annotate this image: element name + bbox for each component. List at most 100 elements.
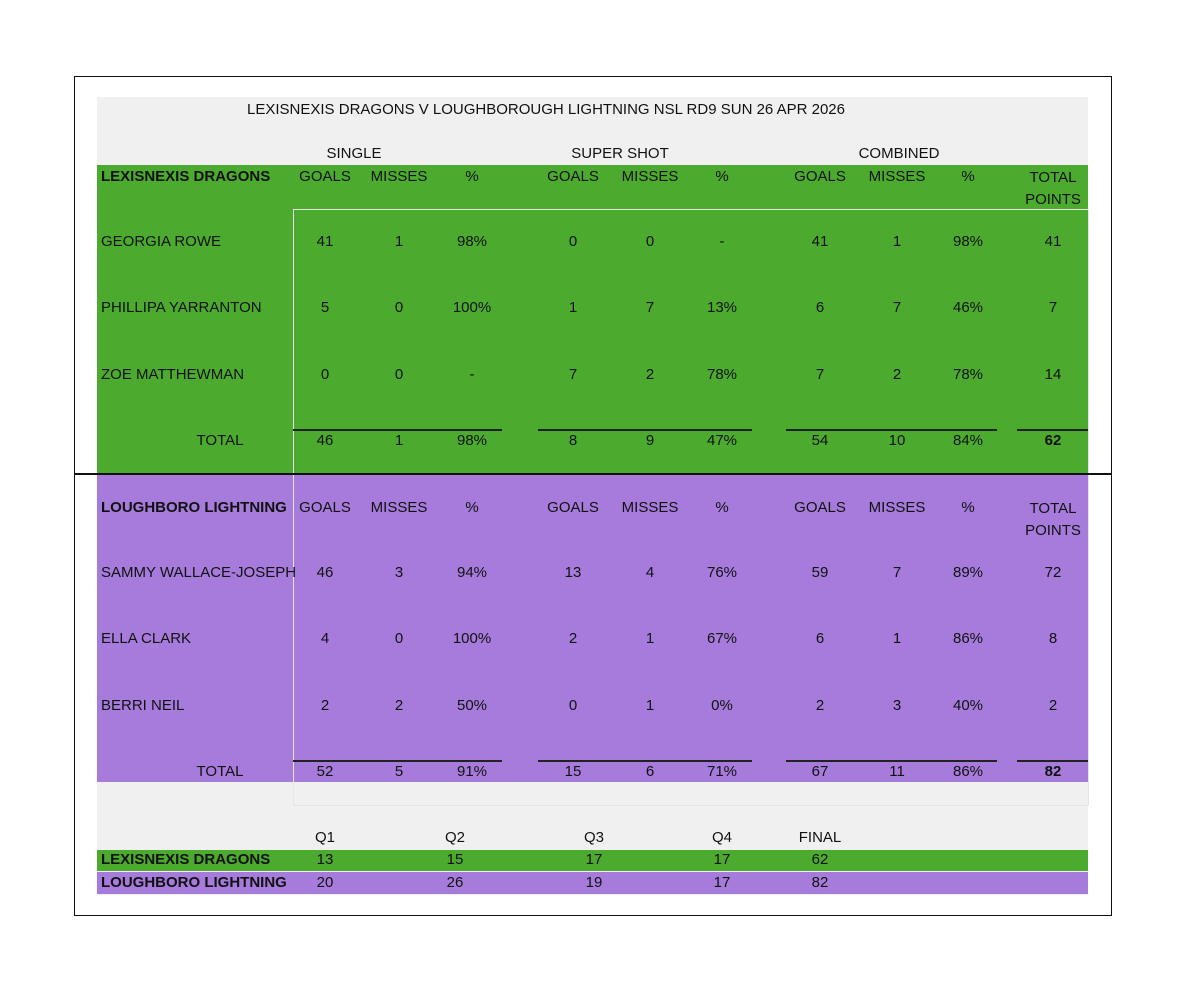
team-name: LOUGHBORO LIGHTNING (101, 499, 287, 516)
stat-cell: 86% (952, 630, 984, 647)
stat-cell: 41 (316, 233, 334, 250)
stat-cell: 6 (815, 299, 825, 316)
player-name: SAMMY WALLACE-JOSEPH (101, 564, 297, 581)
total-cell: 1 (394, 432, 404, 449)
quarter-band-purple (97, 872, 1088, 894)
stat-cell: 67% (706, 630, 738, 647)
column-header: % (961, 168, 975, 185)
team-band-green (97, 165, 1088, 473)
stat-cell: 0 (394, 630, 404, 647)
stat-cell: 2 (1048, 697, 1058, 714)
quarter-score: 82 (811, 874, 829, 891)
total-rule (293, 429, 502, 431)
total-cell: 5 (394, 763, 404, 780)
quarter-score: 20 (316, 874, 334, 891)
quarter-header: Q1 (314, 829, 336, 846)
quarter-score: 19 (585, 874, 603, 891)
quarter-header: Q3 (583, 829, 605, 846)
stat-cell: 13% (706, 299, 738, 316)
column-header: GOALS (299, 499, 351, 516)
total-cell: 54 (811, 432, 829, 449)
stat-cell: 1 (645, 630, 655, 647)
quarter-header: Q4 (711, 829, 733, 846)
column-header: TOTAL POINTS (1025, 169, 1081, 208)
stat-cell: 1 (892, 630, 902, 647)
quarter-score: 62 (811, 851, 829, 868)
stat-cell: 94% (456, 564, 488, 581)
stat-cell: 72 (1044, 564, 1062, 581)
total-cell: 15 (564, 763, 582, 780)
stat-cell: 0 (394, 299, 404, 316)
total-cell: 6 (645, 763, 655, 780)
stat-cell: 76% (706, 564, 738, 581)
stat-cell: 46 (316, 564, 334, 581)
total-label: TOTAL (196, 432, 244, 449)
total-cell: 82 (1044, 763, 1062, 780)
total-cell: 46 (316, 432, 334, 449)
stat-cell: 78% (706, 366, 738, 383)
stat-cell: 7 (892, 299, 902, 316)
column-header: TOTAL POINTS (1025, 500, 1081, 539)
stat-cell: 46% (952, 299, 984, 316)
player-name: BERRI NEIL (101, 697, 185, 714)
stat-cell: 41 (1044, 233, 1062, 250)
player-name: ELLA CLARK (101, 630, 192, 647)
stat-cell: 2 (892, 366, 902, 383)
total-label: TOTAL (196, 763, 244, 780)
stat-cell: 0 (568, 697, 578, 714)
stat-cell: 0 (320, 366, 330, 383)
quarter-score: 17 (713, 874, 731, 891)
total-cell: 9 (645, 432, 655, 449)
total-cell: 8 (568, 432, 578, 449)
quarter-header: Q2 (444, 829, 466, 846)
quarter-team: LEXISNEXIS DRAGONS (101, 851, 271, 868)
column-header: % (715, 499, 729, 516)
total-cell: 71% (706, 763, 738, 780)
stat-cell: 2 (815, 697, 825, 714)
stat-cell: - (719, 233, 725, 250)
stat-cell: 2 (645, 366, 655, 383)
column-header: MISSES (868, 168, 926, 185)
stat-cell: 41 (811, 233, 829, 250)
quarter-header: FINAL (798, 829, 842, 846)
player-name: GEORGIA ROWE (101, 233, 222, 250)
total-cell: 98% (456, 432, 488, 449)
total-rule (786, 760, 997, 762)
stat-cell: 2 (320, 697, 330, 714)
column-header: GOALS (547, 499, 599, 516)
stat-cell: 7 (645, 299, 655, 316)
stat-cell: 89% (952, 564, 984, 581)
stat-cell: 1 (892, 233, 902, 250)
quarter-score: 17 (585, 851, 603, 868)
total-cell: 84% (952, 432, 984, 449)
total-rule (538, 429, 752, 431)
column-header: MISSES (621, 168, 679, 185)
stat-cell: 78% (952, 366, 984, 383)
outer-border (74, 76, 1112, 916)
stat-cell: 14 (1044, 366, 1062, 383)
stat-cell: 98% (952, 233, 984, 250)
total-cell: 47% (706, 432, 738, 449)
stat-cell: 3 (892, 697, 902, 714)
total-cell: 10 (888, 432, 906, 449)
stat-cell: 7 (1048, 299, 1058, 316)
stat-cell: 98% (456, 233, 488, 250)
stat-cell: 0 (568, 233, 578, 250)
quarter-score: 26 (446, 874, 464, 891)
stat-cell: 2 (568, 630, 578, 647)
stat-cell: - (469, 366, 475, 383)
stat-cell: 1 (568, 299, 578, 316)
total-rule (786, 429, 997, 431)
stat-cell: 13 (564, 564, 582, 581)
stats-box (293, 209, 1089, 806)
total-cell: 62 (1044, 432, 1062, 449)
total-cell: 52 (316, 763, 334, 780)
stat-cell: 1 (645, 697, 655, 714)
group-header: SUPER SHOT (571, 145, 669, 162)
quarter-score: 15 (446, 851, 464, 868)
column-header: % (465, 499, 479, 516)
column-header: MISSES (370, 499, 428, 516)
stat-cell: 4 (320, 630, 330, 647)
stat-cell: 1 (394, 233, 404, 250)
